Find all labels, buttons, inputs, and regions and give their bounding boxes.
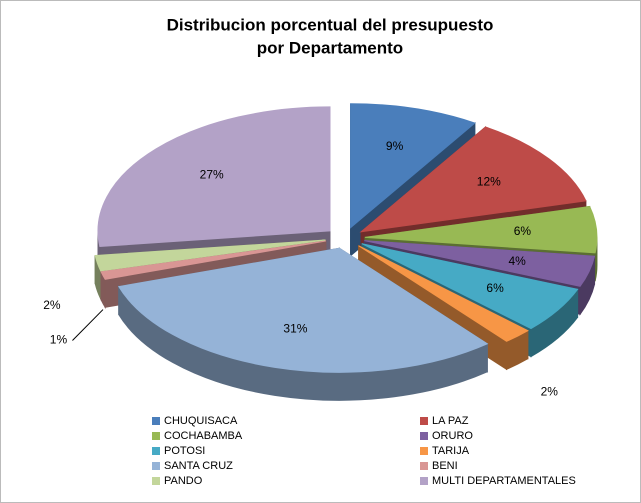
legend-label: BENI [432, 460, 458, 472]
slice [361, 243, 579, 330]
slice [117, 247, 489, 373]
data-label: 2% [43, 298, 61, 312]
legend-swatch [420, 447, 428, 455]
slice [359, 126, 587, 233]
legend-label: ORURO [432, 430, 473, 442]
chart-title: por Departamento [257, 38, 403, 57]
data-label: 6% [486, 281, 504, 295]
data-label: 2% [541, 384, 559, 398]
slice [97, 106, 331, 247]
chart-title: Distribucion porcentual del presupuesto [167, 15, 494, 34]
slice [350, 103, 476, 229]
data-label: 9% [386, 139, 404, 153]
data-label: 1% [50, 333, 68, 347]
data-label: 12% [477, 174, 501, 188]
legend-label: PANDO [164, 475, 203, 487]
slice [364, 240, 596, 287]
legend-swatch [152, 462, 160, 470]
leader-line [72, 309, 104, 341]
data-label: 31% [283, 321, 307, 335]
legend-swatch [152, 447, 160, 455]
legend-swatch [420, 417, 428, 425]
legend-label: LA PAZ [432, 415, 469, 427]
legend-swatch [420, 462, 428, 470]
legend-swatch [152, 417, 160, 425]
slice [364, 205, 598, 254]
legend-label: COCHABAMBA [164, 430, 243, 442]
slice [100, 240, 326, 280]
slice [94, 239, 326, 272]
data-label: 4% [509, 254, 527, 268]
legend-swatch [420, 477, 428, 485]
legend-label: CHUQUISACA [164, 415, 238, 427]
legend-label: POTOSI [164, 445, 205, 457]
legend-label: SANTA CRUZ [164, 460, 233, 472]
legend-label: TARIJA [432, 445, 470, 457]
data-label: 6% [514, 224, 532, 238]
slice [358, 245, 529, 342]
legend-swatch [152, 432, 160, 440]
legend-swatch [420, 432, 428, 440]
data-label: 27% [200, 167, 224, 181]
legend-label: MULTI DEPARTAMENTALES [432, 475, 576, 487]
legend-swatch [152, 477, 160, 485]
